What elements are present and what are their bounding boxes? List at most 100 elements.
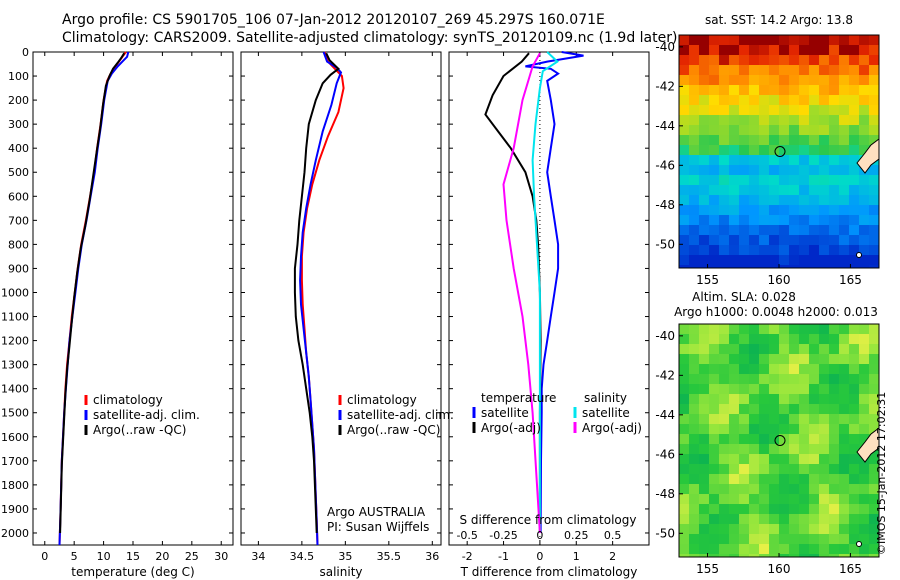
heatmap-cell [689,35,699,45]
heatmap-cell [799,145,809,155]
heatmap-cell [819,474,829,484]
heatmap-cell [699,65,709,75]
heatmap-cell [779,554,789,557]
heatmap-cell [689,85,699,95]
x-tick-label: 10 [97,550,111,563]
heatmap-cell [809,195,819,205]
heatmap-cell [849,374,859,384]
heatmap-cell [839,215,849,225]
heatmap-cell [689,554,699,557]
heatmap-cell [819,494,829,504]
heatmap-cell [779,544,789,554]
heatmap-cell [799,215,809,225]
heatmap-cell [729,484,739,494]
heatmap-cell [799,544,809,554]
heatmap-cell [749,394,759,404]
heatmap-cell [699,454,709,464]
heatmap-cell [869,514,879,524]
heatmap-cell [789,404,799,414]
x2-tick-label: -0.25 [489,529,517,542]
heatmap-cell [799,65,809,75]
heatmap-cell [709,265,719,268]
heatmap-cell [789,195,799,205]
heatmap-cell [809,115,819,125]
heatmap-cell [739,165,749,175]
heatmap-cell [729,424,739,434]
heatmap-cell [799,185,809,195]
heatmap-cell [759,265,769,268]
heatmap-cell [789,35,799,45]
heatmap-cell [849,45,859,55]
heatmap-cell [869,554,879,557]
heatmap-cell [759,75,769,85]
heatmap-cell [839,45,849,55]
heatmap-cell [789,135,799,145]
heatmap-cell [699,524,709,534]
heatmap-cell [739,434,749,444]
heatmap-cell [859,364,869,374]
depth-tick-label: 300 [8,118,29,131]
heatmap-cell [739,414,749,424]
heatmap-cell [679,155,689,165]
heatmap-cell [769,324,779,334]
heatmap-cell [719,354,729,364]
map-y-tick-label: -42 [655,79,675,93]
heatmap-cell [679,374,689,384]
heatmap-cell [829,235,839,245]
heatmap-cell [719,394,729,404]
heatmap-cell [779,434,789,444]
heatmap-cell [749,85,759,95]
heatmap-cell [839,554,849,557]
heatmap-cell [869,334,879,344]
heatmap-cell [709,374,719,384]
heatmap-cell [769,85,779,95]
heatmap-cell [689,175,699,185]
heatmap-cell [739,105,749,115]
heatmap-cell [869,115,879,125]
heatmap-cell [679,175,689,185]
heatmap-cell [799,324,809,334]
heatmap-cell [719,45,729,55]
x2-tick-label: 0 [536,529,543,542]
legend-label: Argo(-adj) [582,421,642,435]
heatmap-cell [789,245,799,255]
plot-frame-difference [448,51,650,546]
heatmap-cell [689,364,699,374]
heatmap-cell [679,544,689,554]
heatmap-cell [779,364,789,374]
heatmap-cell [729,95,739,105]
x-tick-label: -2 [462,550,473,563]
heatmap-cell [739,115,749,125]
heatmap-cell [779,195,789,205]
heatmap-cell [739,135,749,145]
heatmap-cell [739,324,749,334]
heatmap-cell [789,424,799,434]
heatmap-cell [749,524,759,534]
heatmap-cell [739,145,749,155]
map-y-tick-label: -46 [655,447,675,461]
heatmap-cell [709,454,719,464]
heatmap-cell [869,175,879,185]
heatmap-cell [859,245,869,255]
heatmap-cell [689,215,699,225]
heatmap-cell [749,554,759,557]
heatmap-cell [699,344,709,354]
heatmap-cell [809,105,819,115]
heatmap-cell [689,404,699,414]
heatmap-cell [769,454,779,464]
heatmap-cell [759,384,769,394]
heatmap-cell [769,245,779,255]
heatmap-cell [779,35,789,45]
heatmap-cell [729,324,739,334]
x-tick-label: 30 [214,550,228,563]
heatmap-cell [849,474,859,484]
heatmap-cell [859,85,869,95]
heatmap-cell [869,344,879,354]
heatmap-cell [829,354,839,364]
heatmap-cell [689,464,699,474]
heatmap-cell [809,524,819,534]
heatmap-cell [759,444,769,454]
heatmap-cell [679,344,689,354]
heatmap-cell [839,125,849,135]
heatmap-cell [829,255,839,265]
